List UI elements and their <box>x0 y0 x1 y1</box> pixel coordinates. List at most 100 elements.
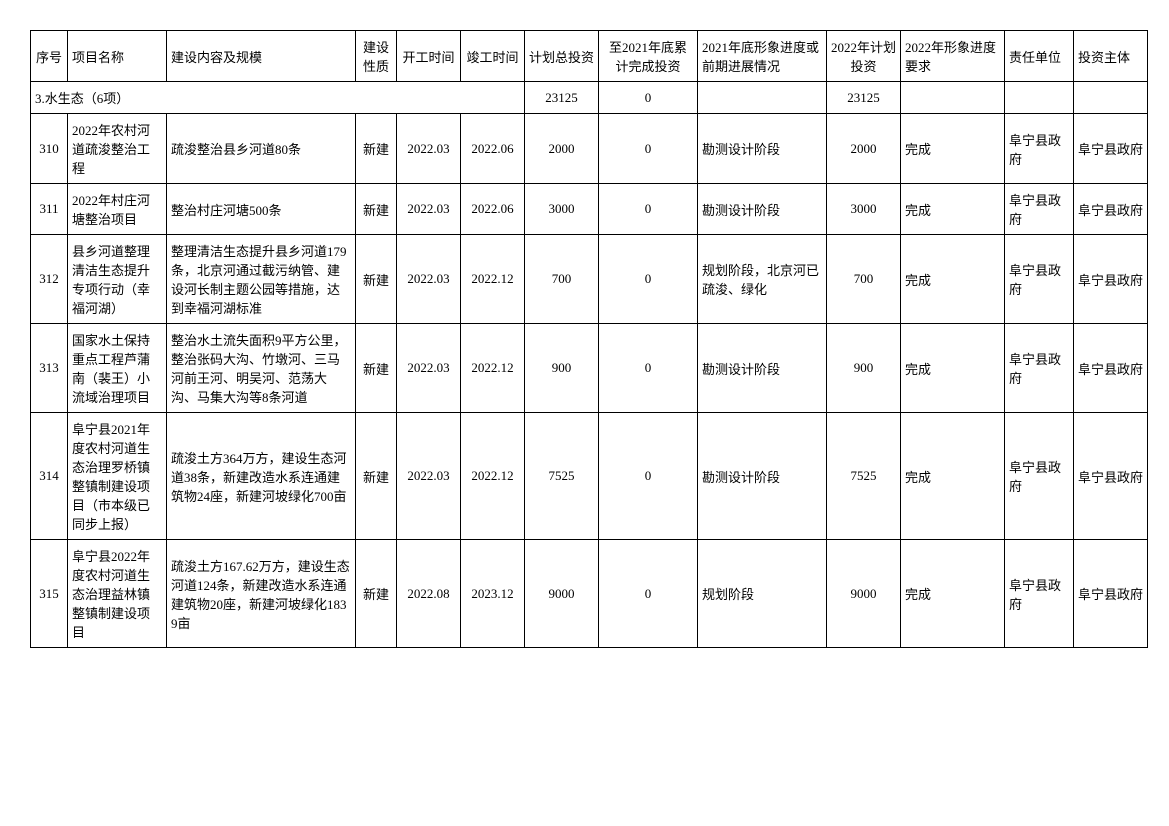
cell-owner: 阜宁县政府 <box>1074 235 1148 324</box>
cell-name: 县乡河道整理清洁生态提升专项行动（幸福河湖） <box>68 235 167 324</box>
cell-nature: 新建 <box>356 413 397 540</box>
cell-req2022: 完成 <box>901 184 1005 235</box>
cell-name: 阜宁县2021年度农村河道生态治理罗桥镇整镇制建设项目（市本级已同步上报） <box>68 413 167 540</box>
cell-seq: 312 <box>31 235 68 324</box>
cell-seq: 314 <box>31 413 68 540</box>
cell-end: 2022.12 <box>461 413 525 540</box>
header-plan2022: 2022年计划投资 <box>827 31 901 82</box>
header-status: 2021年底形象进度或前期进展情况 <box>698 31 827 82</box>
cell-unit: 阜宁县政府 <box>1005 114 1074 184</box>
section-total-invest: 23125 <box>525 82 599 114</box>
cell-plan2022: 700 <box>827 235 901 324</box>
section-row: 3.水生态（6项） 23125 0 23125 <box>31 82 1148 114</box>
cell-start: 2022.03 <box>397 324 461 413</box>
table-row: 313国家水土保持重点工程芦蒲南（裴王）小流域治理项目整治水土流失面积9平方公里… <box>31 324 1148 413</box>
cell-content: 整理清洁生态提升县乡河道179条，北京河通过截污纳管、建设河长制主题公园等措施，… <box>167 235 356 324</box>
table-body: 3.水生态（6项） 23125 0 23125 3102022年农村河道疏浚整治… <box>31 82 1148 648</box>
cell-owner: 阜宁县政府 <box>1074 540 1148 648</box>
cell-done-invest: 0 <box>599 324 698 413</box>
cell-nature: 新建 <box>356 324 397 413</box>
cell-seq: 311 <box>31 184 68 235</box>
cell-start: 2022.03 <box>397 114 461 184</box>
header-req2022: 2022年形象进度要求 <box>901 31 1005 82</box>
cell-req2022: 完成 <box>901 540 1005 648</box>
cell-content: 整治村庄河塘500条 <box>167 184 356 235</box>
cell-done-invest: 0 <box>599 413 698 540</box>
cell-status: 规划阶段，北京河已疏浚、绿化 <box>698 235 827 324</box>
cell-plan2022: 7525 <box>827 413 901 540</box>
cell-plan2022: 9000 <box>827 540 901 648</box>
header-end: 竣工时间 <box>461 31 525 82</box>
cell-content: 整治水土流失面积9平方公里，整治张码大沟、竹墩河、三马河前王河、明吴河、范荡大沟… <box>167 324 356 413</box>
cell-unit: 阜宁县政府 <box>1005 324 1074 413</box>
cell-content: 疏浚土方364万方，建设生态河道38条，新建改造水系连通建筑物24座，新建河坡绿… <box>167 413 356 540</box>
table-row: 312县乡河道整理清洁生态提升专项行动（幸福河湖）整理清洁生态提升县乡河道179… <box>31 235 1148 324</box>
section-req2022 <box>901 82 1005 114</box>
cell-total-invest: 900 <box>525 324 599 413</box>
cell-total-invest: 700 <box>525 235 599 324</box>
cell-end: 2023.12 <box>461 540 525 648</box>
header-unit: 责任单位 <box>1005 31 1074 82</box>
header-name: 项目名称 <box>68 31 167 82</box>
cell-seq: 310 <box>31 114 68 184</box>
cell-nature: 新建 <box>356 114 397 184</box>
table-row: 3112022年村庄河塘整治项目整治村庄河塘500条新建2022.032022.… <box>31 184 1148 235</box>
header-start: 开工时间 <box>397 31 461 82</box>
cell-nature: 新建 <box>356 184 397 235</box>
header-row: 序号 项目名称 建设内容及规模 建设性质 开工时间 竣工时间 计划总投资 至20… <box>31 31 1148 82</box>
table-row: 3102022年农村河道疏浚整治工程疏浚整治县乡河道80条新建2022.0320… <box>31 114 1148 184</box>
cell-plan2022: 2000 <box>827 114 901 184</box>
cell-start: 2022.03 <box>397 413 461 540</box>
cell-name: 国家水土保持重点工程芦蒲南（裴王）小流域治理项目 <box>68 324 167 413</box>
cell-content: 疏浚整治县乡河道80条 <box>167 114 356 184</box>
cell-content: 疏浚土方167.62万方，建设生态河道124条，新建改造水系连通建筑物20座，新… <box>167 540 356 648</box>
cell-plan2022: 3000 <box>827 184 901 235</box>
table-row: 314阜宁县2021年度农村河道生态治理罗桥镇整镇制建设项目（市本级已同步上报）… <box>31 413 1148 540</box>
cell-nature: 新建 <box>356 540 397 648</box>
cell-start: 2022.08 <box>397 540 461 648</box>
cell-done-invest: 0 <box>599 540 698 648</box>
cell-name: 2022年村庄河塘整治项目 <box>68 184 167 235</box>
cell-unit: 阜宁县政府 <box>1005 235 1074 324</box>
cell-total-invest: 9000 <box>525 540 599 648</box>
section-owner <box>1074 82 1148 114</box>
cell-name: 2022年农村河道疏浚整治工程 <box>68 114 167 184</box>
header-owner: 投资主体 <box>1074 31 1148 82</box>
cell-unit: 阜宁县政府 <box>1005 184 1074 235</box>
project-table: 序号 项目名称 建设内容及规模 建设性质 开工时间 竣工时间 计划总投资 至20… <box>30 30 1148 648</box>
cell-req2022: 完成 <box>901 114 1005 184</box>
cell-owner: 阜宁县政府 <box>1074 114 1148 184</box>
cell-end: 2022.12 <box>461 235 525 324</box>
cell-done-invest: 0 <box>599 235 698 324</box>
cell-status: 勘测设计阶段 <box>698 114 827 184</box>
section-status <box>698 82 827 114</box>
cell-name: 阜宁县2022年度农村河道生态治理益林镇整镇制建设项目 <box>68 540 167 648</box>
cell-end: 2022.06 <box>461 114 525 184</box>
header-content: 建设内容及规模 <box>167 31 356 82</box>
cell-nature: 新建 <box>356 235 397 324</box>
cell-req2022: 完成 <box>901 413 1005 540</box>
section-unit <box>1005 82 1074 114</box>
section-title: 3.水生态（6项） <box>31 82 525 114</box>
cell-end: 2022.12 <box>461 324 525 413</box>
cell-total-invest: 7525 <box>525 413 599 540</box>
cell-done-invest: 0 <box>599 114 698 184</box>
header-done-invest: 至2021年底累计完成投资 <box>599 31 698 82</box>
cell-unit: 阜宁县政府 <box>1005 413 1074 540</box>
cell-total-invest: 3000 <box>525 184 599 235</box>
table-row: 315阜宁县2022年度农村河道生态治理益林镇整镇制建设项目疏浚土方167.62… <box>31 540 1148 648</box>
section-plan2022: 23125 <box>827 82 901 114</box>
cell-status: 勘测设计阶段 <box>698 184 827 235</box>
cell-seq: 313 <box>31 324 68 413</box>
header-nature: 建设性质 <box>356 31 397 82</box>
cell-req2022: 完成 <box>901 324 1005 413</box>
cell-end: 2022.06 <box>461 184 525 235</box>
cell-start: 2022.03 <box>397 184 461 235</box>
cell-req2022: 完成 <box>901 235 1005 324</box>
cell-seq: 315 <box>31 540 68 648</box>
cell-unit: 阜宁县政府 <box>1005 540 1074 648</box>
cell-owner: 阜宁县政府 <box>1074 413 1148 540</box>
cell-done-invest: 0 <box>599 184 698 235</box>
cell-status: 勘测设计阶段 <box>698 413 827 540</box>
cell-start: 2022.03 <box>397 235 461 324</box>
